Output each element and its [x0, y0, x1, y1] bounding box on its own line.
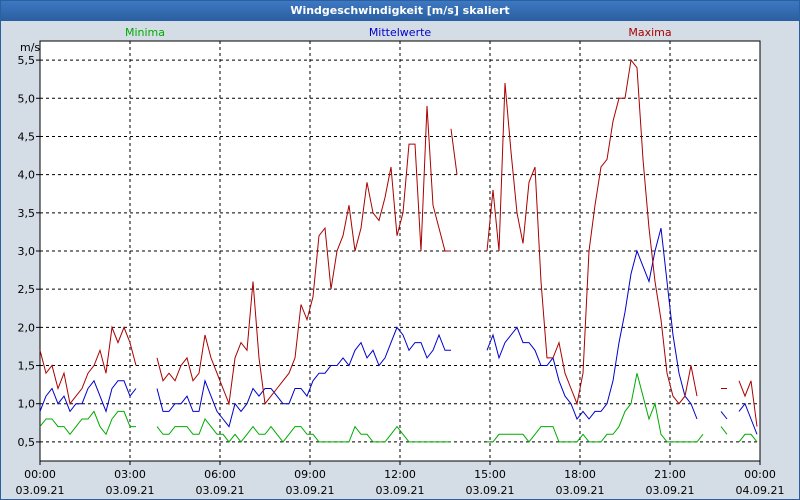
x-tick-time: 00:00 — [24, 468, 56, 481]
x-tick-date: 03.09.21 — [646, 484, 695, 497]
x-tick-date: 03.09.21 — [16, 484, 65, 497]
x-tick-time: 15:00 — [474, 468, 506, 481]
y-tick-label: 4,5 — [18, 130, 36, 143]
series-line-minima — [720, 426, 728, 435]
series-line-maxima — [450, 128, 458, 175]
x-tick-date: 03.09.21 — [286, 484, 335, 497]
y-tick-label: 2,5 — [18, 283, 36, 296]
y-tick-label: 2,0 — [18, 321, 36, 334]
x-tick-date: 03.09.21 — [466, 484, 515, 497]
series-line-minima — [156, 418, 451, 443]
x-axis-ticks: 00:00 03.09.21 03:00 03.09.21 06:00 03.09.21 0… — [16, 461, 785, 497]
x-tick-time: 21:00 — [654, 468, 686, 481]
y-tick-label: 1,0 — [18, 398, 36, 411]
series-line-maxima — [39, 325, 137, 405]
x-tick-date: 03.09.21 — [106, 484, 155, 497]
series-line-mittelwerte — [156, 326, 451, 428]
legend: Minima Mittelwerte Maxima — [125, 26, 672, 39]
x-tick-time: 18:00 — [564, 468, 596, 481]
series-line-maxima — [156, 105, 451, 406]
x-tick-date: 03.09.21 — [376, 484, 425, 497]
y-tick-label: 3,0 — [18, 245, 36, 258]
legend-entry-minima: Minima — [125, 26, 165, 39]
x-tick-time: 12:00 — [384, 468, 416, 481]
y-tick-label: 5,5 — [18, 54, 36, 67]
series-line-minima — [39, 410, 136, 436]
window-title: Windgeschwindigkeit [m/s] skaliert — [1, 1, 799, 21]
y-tick-label: 0,5 — [18, 436, 36, 449]
y-axis-ticks: 0,5 1,0 1,5 2,0 2,5 3,0 3,5 4,0 4,5 5,0 5,5 — [18, 54, 40, 449]
y-tick-label: 1,5 — [18, 360, 36, 373]
x-tick-date: 04.09.21 — [736, 484, 785, 497]
y-tick-label: 5,0 — [18, 92, 36, 105]
series-line-mittelwerte — [738, 402, 758, 435]
series-line-mittelwerte — [720, 411, 728, 420]
legend-entry-mittelwerte: Mittelwerte — [369, 26, 432, 39]
x-tick-time: 03:00 — [114, 468, 146, 481]
legend-entry-maxima: Maxima — [628, 26, 671, 39]
series-line-maxima — [738, 380, 758, 427]
series-line-minima — [738, 433, 758, 443]
x-tick-time: 00:00 — [744, 468, 776, 481]
x-tick-time: 06:00 — [204, 468, 236, 481]
series-line-maxima — [486, 58, 698, 406]
grid-lines — [40, 41, 760, 461]
series-line-mittelwerte — [39, 379, 137, 414]
series-lines — [39, 58, 758, 443]
y-tick-label: 3,5 — [18, 207, 36, 220]
series-line-minima — [487, 373, 704, 443]
y-tick-label: 4,0 — [18, 169, 36, 182]
x-tick-date: 03.09.21 — [196, 484, 245, 497]
y-axis-unit: m/s — [20, 41, 40, 54]
x-tick-time: 09:00 — [294, 468, 326, 481]
series-line-mittelwerte — [486, 227, 698, 420]
x-tick-date: 03.09.21 — [556, 484, 605, 497]
